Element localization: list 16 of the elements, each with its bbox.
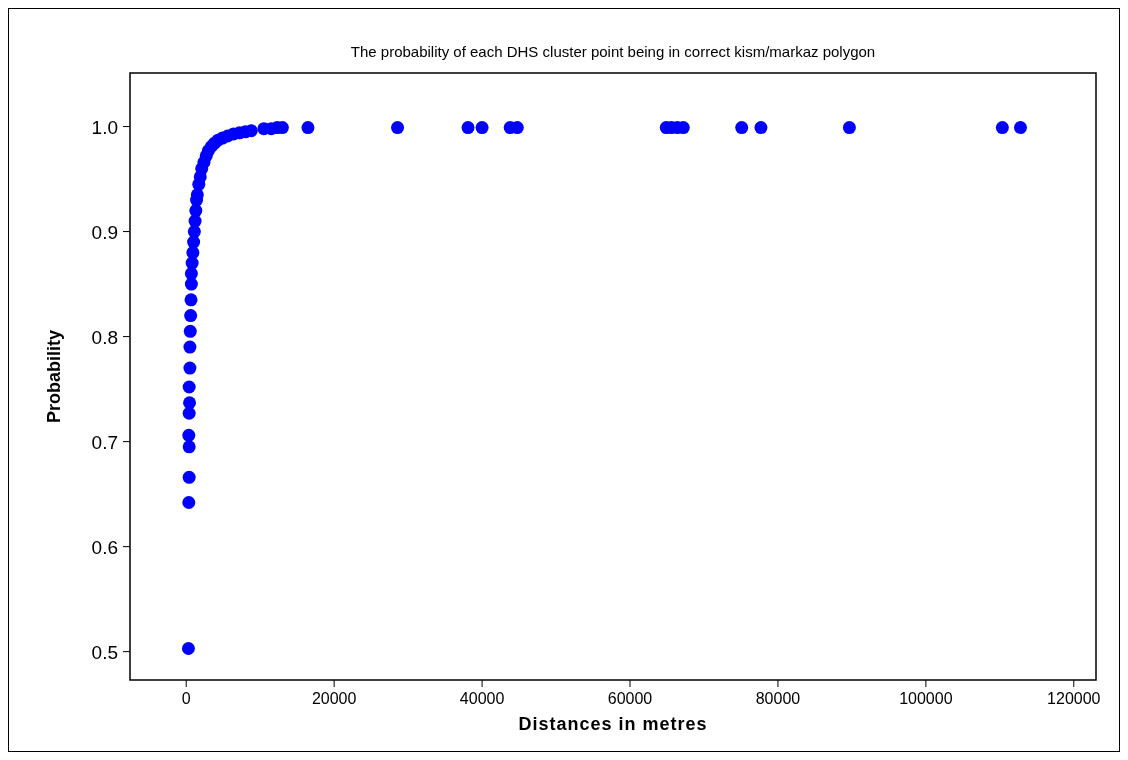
x-tick-label: 80000 [755,690,801,707]
y-axis-title: Probability [44,329,64,424]
x-tick-label: 60000 [607,690,653,707]
x-axis-title: Distances in metres [518,714,708,734]
x-tick-label: 100000 [899,690,953,707]
x-tick-label: 20000 [311,690,357,707]
chart-title: The probability of each DHS cluster point being in correct kism/markaz polygon [350,43,876,60]
x-tick-label: 120000 [1047,690,1101,707]
y-tick-label: 0.9 [91,221,118,243]
x-tick-label: 40000 [459,690,505,707]
y-tick-label: 0.8 [91,326,118,348]
y-tick-label: 0.6 [91,536,118,558]
y-tick-label: 1.0 [91,116,118,138]
y-tick-label: 0.7 [91,431,118,453]
y-tick-label: 0.5 [91,641,118,663]
x-tick-label: 0 [181,690,191,707]
